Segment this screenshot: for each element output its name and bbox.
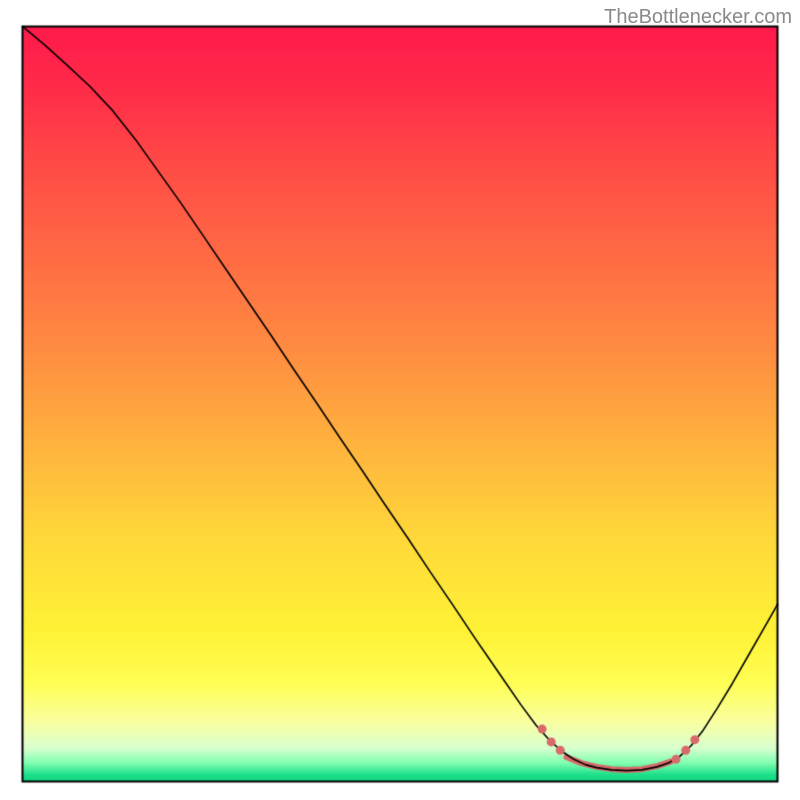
chart-stage: TheBottlenecker.com bbox=[0, 0, 800, 800]
watermark-text: TheBottlenecker.com bbox=[604, 6, 792, 29]
bottleneck-curve-canvas bbox=[0, 0, 800, 800]
